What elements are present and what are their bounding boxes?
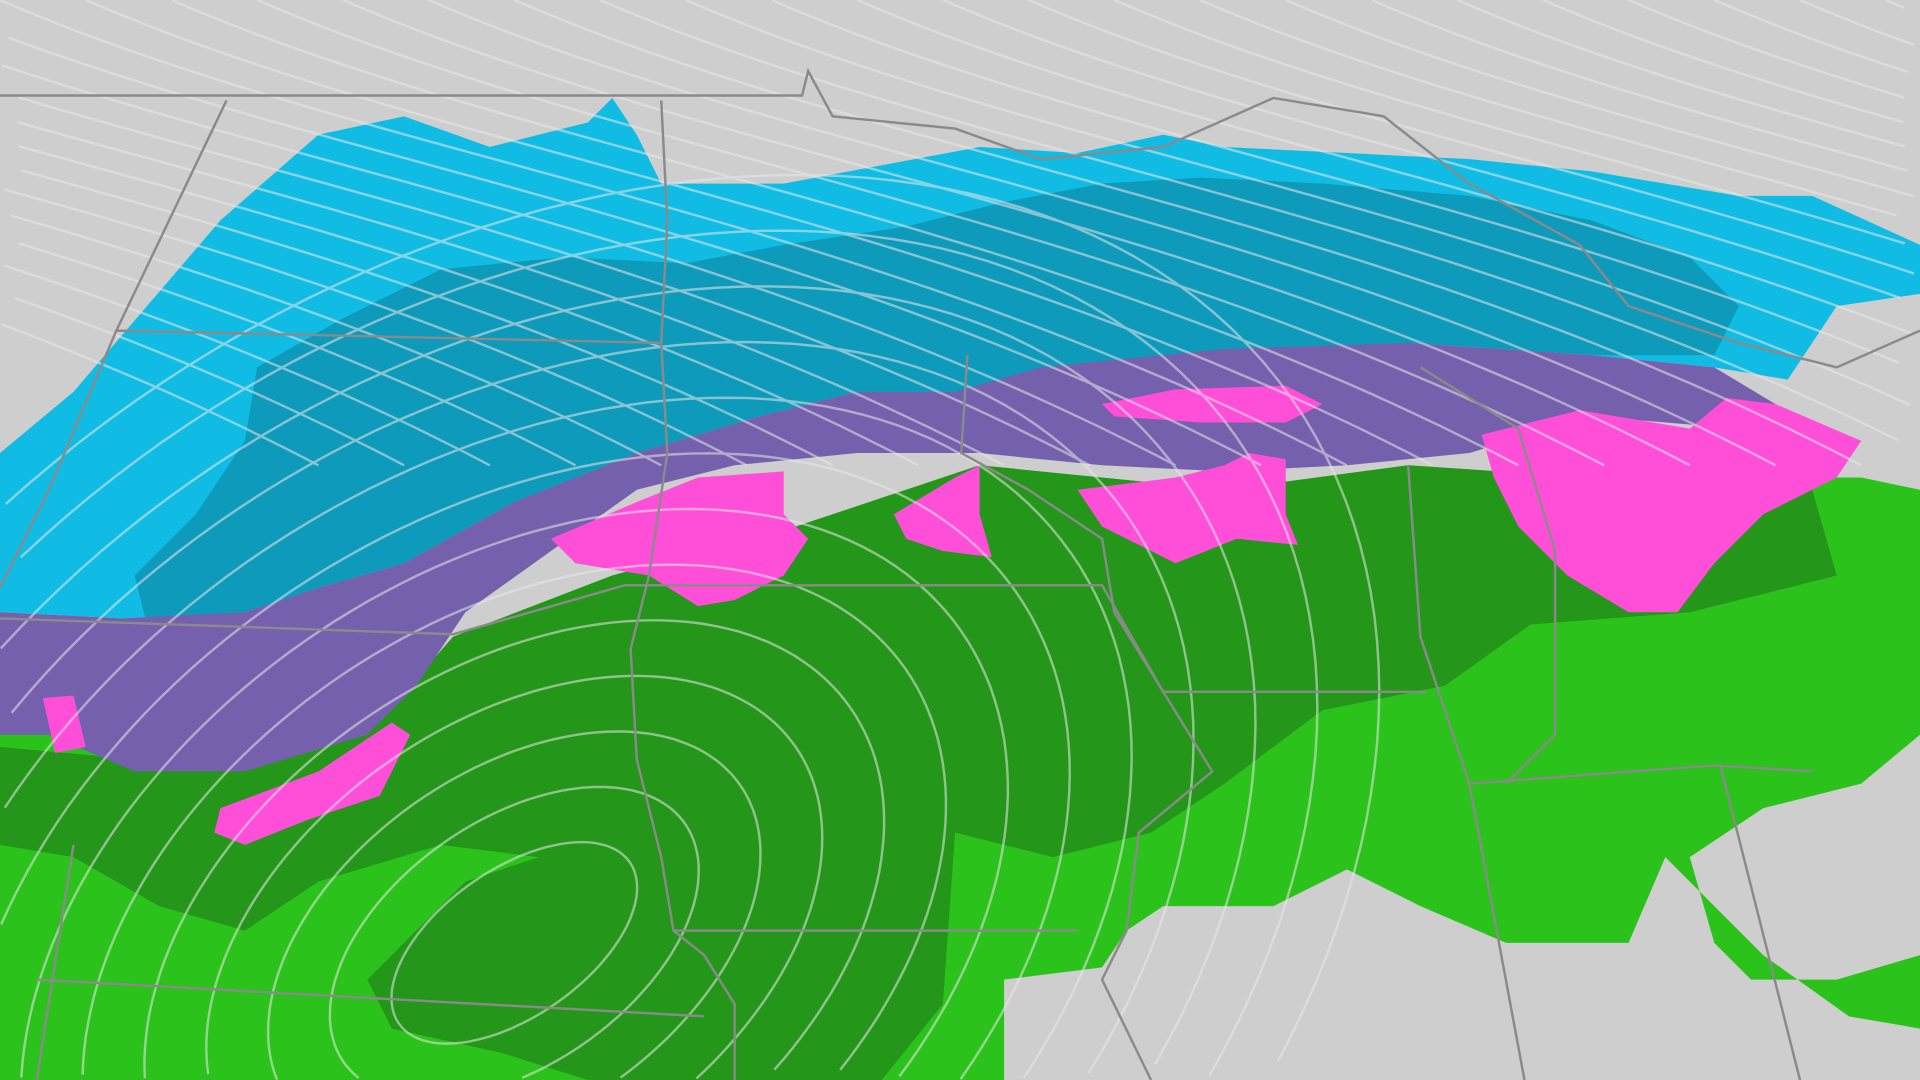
isobar <box>0 0 1348 467</box>
isobar <box>266 730 762 1080</box>
heavy-rain-area <box>0 465 1837 1080</box>
heavy-snow-area <box>134 177 1739 625</box>
isobar <box>390 840 639 1045</box>
isobar <box>428 0 1777 467</box>
isobar <box>1199 0 1898 217</box>
isobar <box>328 785 700 1080</box>
ice-area <box>42 695 86 754</box>
isobar <box>10 340 1195 1074</box>
border-line <box>0 67 1920 369</box>
isobar <box>20 507 1010 1078</box>
isobar <box>4 188 748 467</box>
state-borders <box>0 67 1920 1080</box>
isobar <box>342 0 1691 467</box>
border-line <box>35 366 1813 1080</box>
isobar <box>143 619 886 1079</box>
isobar <box>81 563 948 1075</box>
isobar <box>1885 0 1905 9</box>
isobar <box>0 323 319 467</box>
ice-area <box>1077 453 1298 564</box>
isobar <box>599 0 1899 442</box>
isobar <box>4 173 1381 1062</box>
isobar <box>17 120 1005 467</box>
isobar <box>3 396 1133 1079</box>
isobar <box>14 296 405 467</box>
isobar <box>1456 0 1905 148</box>
isobar <box>19 229 1319 1077</box>
isobar <box>1713 0 1909 74</box>
isobar <box>8 36 1262 467</box>
isobar <box>256 0 1605 467</box>
isobar <box>0 285 1257 1065</box>
isobar <box>1628 0 1905 99</box>
isobar <box>856 0 1912 335</box>
isobar <box>1370 0 1909 172</box>
isobar <box>18 145 919 467</box>
isobar <box>4 264 491 467</box>
mixed-precip-area <box>0 342 1776 772</box>
isobar <box>1799 0 1915 46</box>
isobar <box>18 96 1091 467</box>
ice-area <box>893 465 992 558</box>
isobar <box>10 214 662 467</box>
isobar <box>1542 0 1904 124</box>
isobar <box>1113 0 1906 245</box>
isobar <box>513 0 1862 467</box>
ice-area <box>214 722 411 845</box>
isobar <box>0 452 1071 1080</box>
isobar <box>1028 0 1915 275</box>
border-line <box>0 99 1427 694</box>
isobar <box>18 242 577 467</box>
border-line <box>629 100 736 1080</box>
isobar <box>1285 0 1914 198</box>
isobar <box>685 0 1911 407</box>
isobar <box>85 0 1434 467</box>
isobar <box>770 0 1899 364</box>
border-line <box>959 355 1214 1080</box>
isobar <box>170 0 1519 467</box>
isobar <box>942 0 1901 300</box>
isobar <box>205 674 824 1080</box>
